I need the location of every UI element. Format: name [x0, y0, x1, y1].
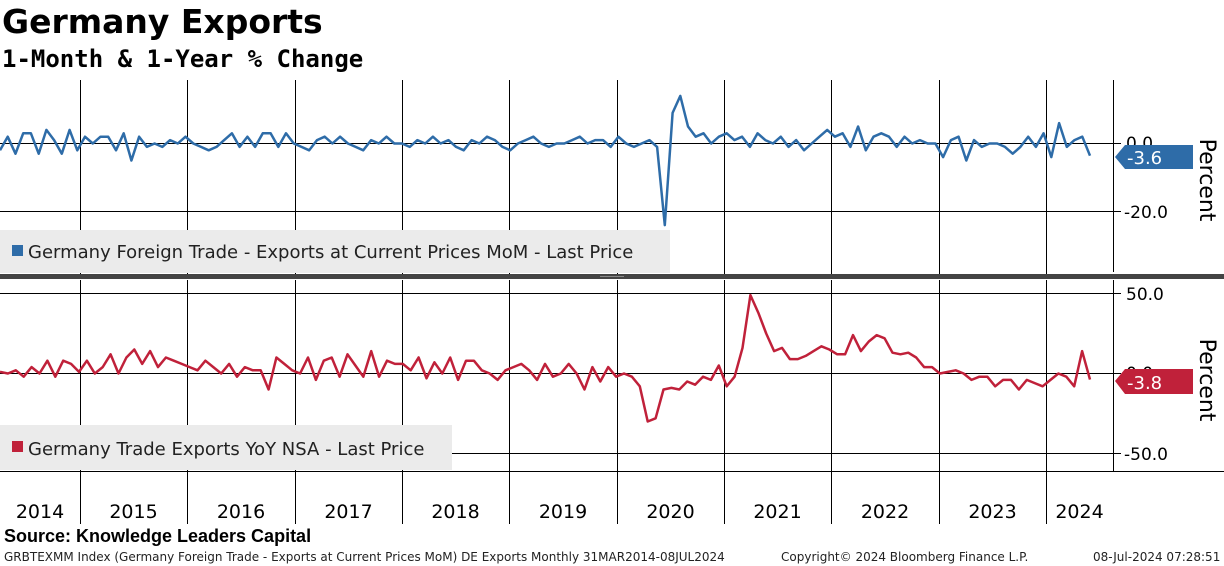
x-tick-label-2018: 2018: [431, 501, 479, 523]
bottom-legend-swatch: [12, 441, 23, 452]
x-tick-label-2019: 2019: [539, 501, 587, 523]
top-last-price-label: -3.6: [1127, 148, 1162, 169]
source-label: Source: Knowledge Leaders Capital: [4, 526, 312, 546]
x-tick-label-2015: 2015: [109, 501, 157, 523]
x-tick-label-2023: 2023: [968, 501, 1016, 523]
chart-subtitle: 1-Month & 1-Year % Change: [2, 45, 364, 73]
mom-series-line: [0, 94, 1092, 227]
x-tick-label-2014: 2014: [16, 501, 64, 523]
footer-index-line: GRBTEXMM Index (Germany Foreign Trade - …: [4, 550, 725, 564]
x-tick-label-2016: 2016: [217, 501, 265, 523]
bottom-panel: 50.0 0.0 -50.0 Percent Germany Trade Exp…: [0, 280, 1219, 471]
chart-title: Germany Exports: [2, 2, 323, 41]
x-tick-label-2021: 2021: [753, 501, 801, 523]
top-ytick-label-minus20: -20.0: [1124, 203, 1168, 223]
top-ylabel: Percent: [1194, 139, 1219, 222]
footer-timestamp: 08-Jul-2024 07:28:51: [1093, 550, 1221, 564]
x-tick-label-2024: 2024: [1055, 501, 1103, 523]
yoy-series-line: [0, 293, 1092, 423]
bottom-last-price-label: -3.8: [1127, 373, 1162, 394]
bottom-ylabel: Percent: [1194, 339, 1219, 422]
x-tick-label-2022: 2022: [861, 501, 909, 523]
top-legend-swatch: [12, 245, 23, 256]
top-panel: 0.0 -20.0 Percent Germany Foreign Trade …: [0, 80, 1219, 273]
bottom-last-price-tag: -3.8: [1115, 369, 1193, 394]
x-axis-year-labels: 2014 2015 2016 2017 2018 2019 2020 2021 2022 2023…: [16, 501, 1104, 523]
top-legend-box: [0, 230, 670, 273]
top-legend-label: Germany Foreign Trade - Exports at Curre…: [28, 242, 633, 263]
bottom-legend-box: [0, 425, 452, 470]
x-tick-label-2020: 2020: [646, 501, 694, 523]
bottom-ytick-label-minus50: -50.0: [1124, 445, 1168, 465]
x-tick-label-2017: 2017: [324, 501, 372, 523]
bottom-ytick-label-50: 50.0: [1126, 285, 1164, 305]
top-last-price-tag: -3.6: [1115, 145, 1193, 169]
bottom-legend-label: Germany Trade Exports YoY NSA - Last Pri…: [28, 439, 424, 460]
footer-copyright: Copyright© 2024 Bloomberg Finance L.P.: [781, 550, 1029, 564]
